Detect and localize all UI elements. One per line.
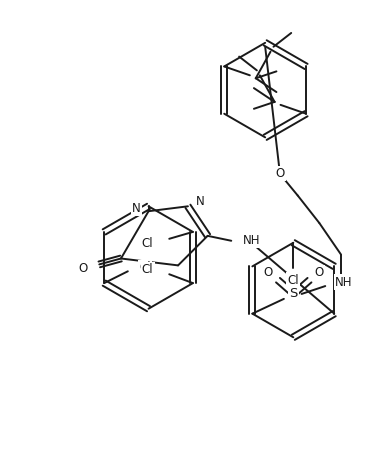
Text: N: N [132,202,141,215]
Text: O: O [275,167,284,180]
Text: Cl: Cl [139,261,151,274]
Text: Cl: Cl [287,274,299,287]
Text: Cl: Cl [142,263,153,276]
Text: NH: NH [335,276,353,289]
Text: NH: NH [243,234,261,247]
Text: S: S [290,287,298,300]
Text: O: O [78,262,87,275]
Text: O: O [315,266,324,279]
Text: O: O [264,266,273,279]
Text: Cl: Cl [142,237,153,250]
Text: N: N [196,195,204,208]
